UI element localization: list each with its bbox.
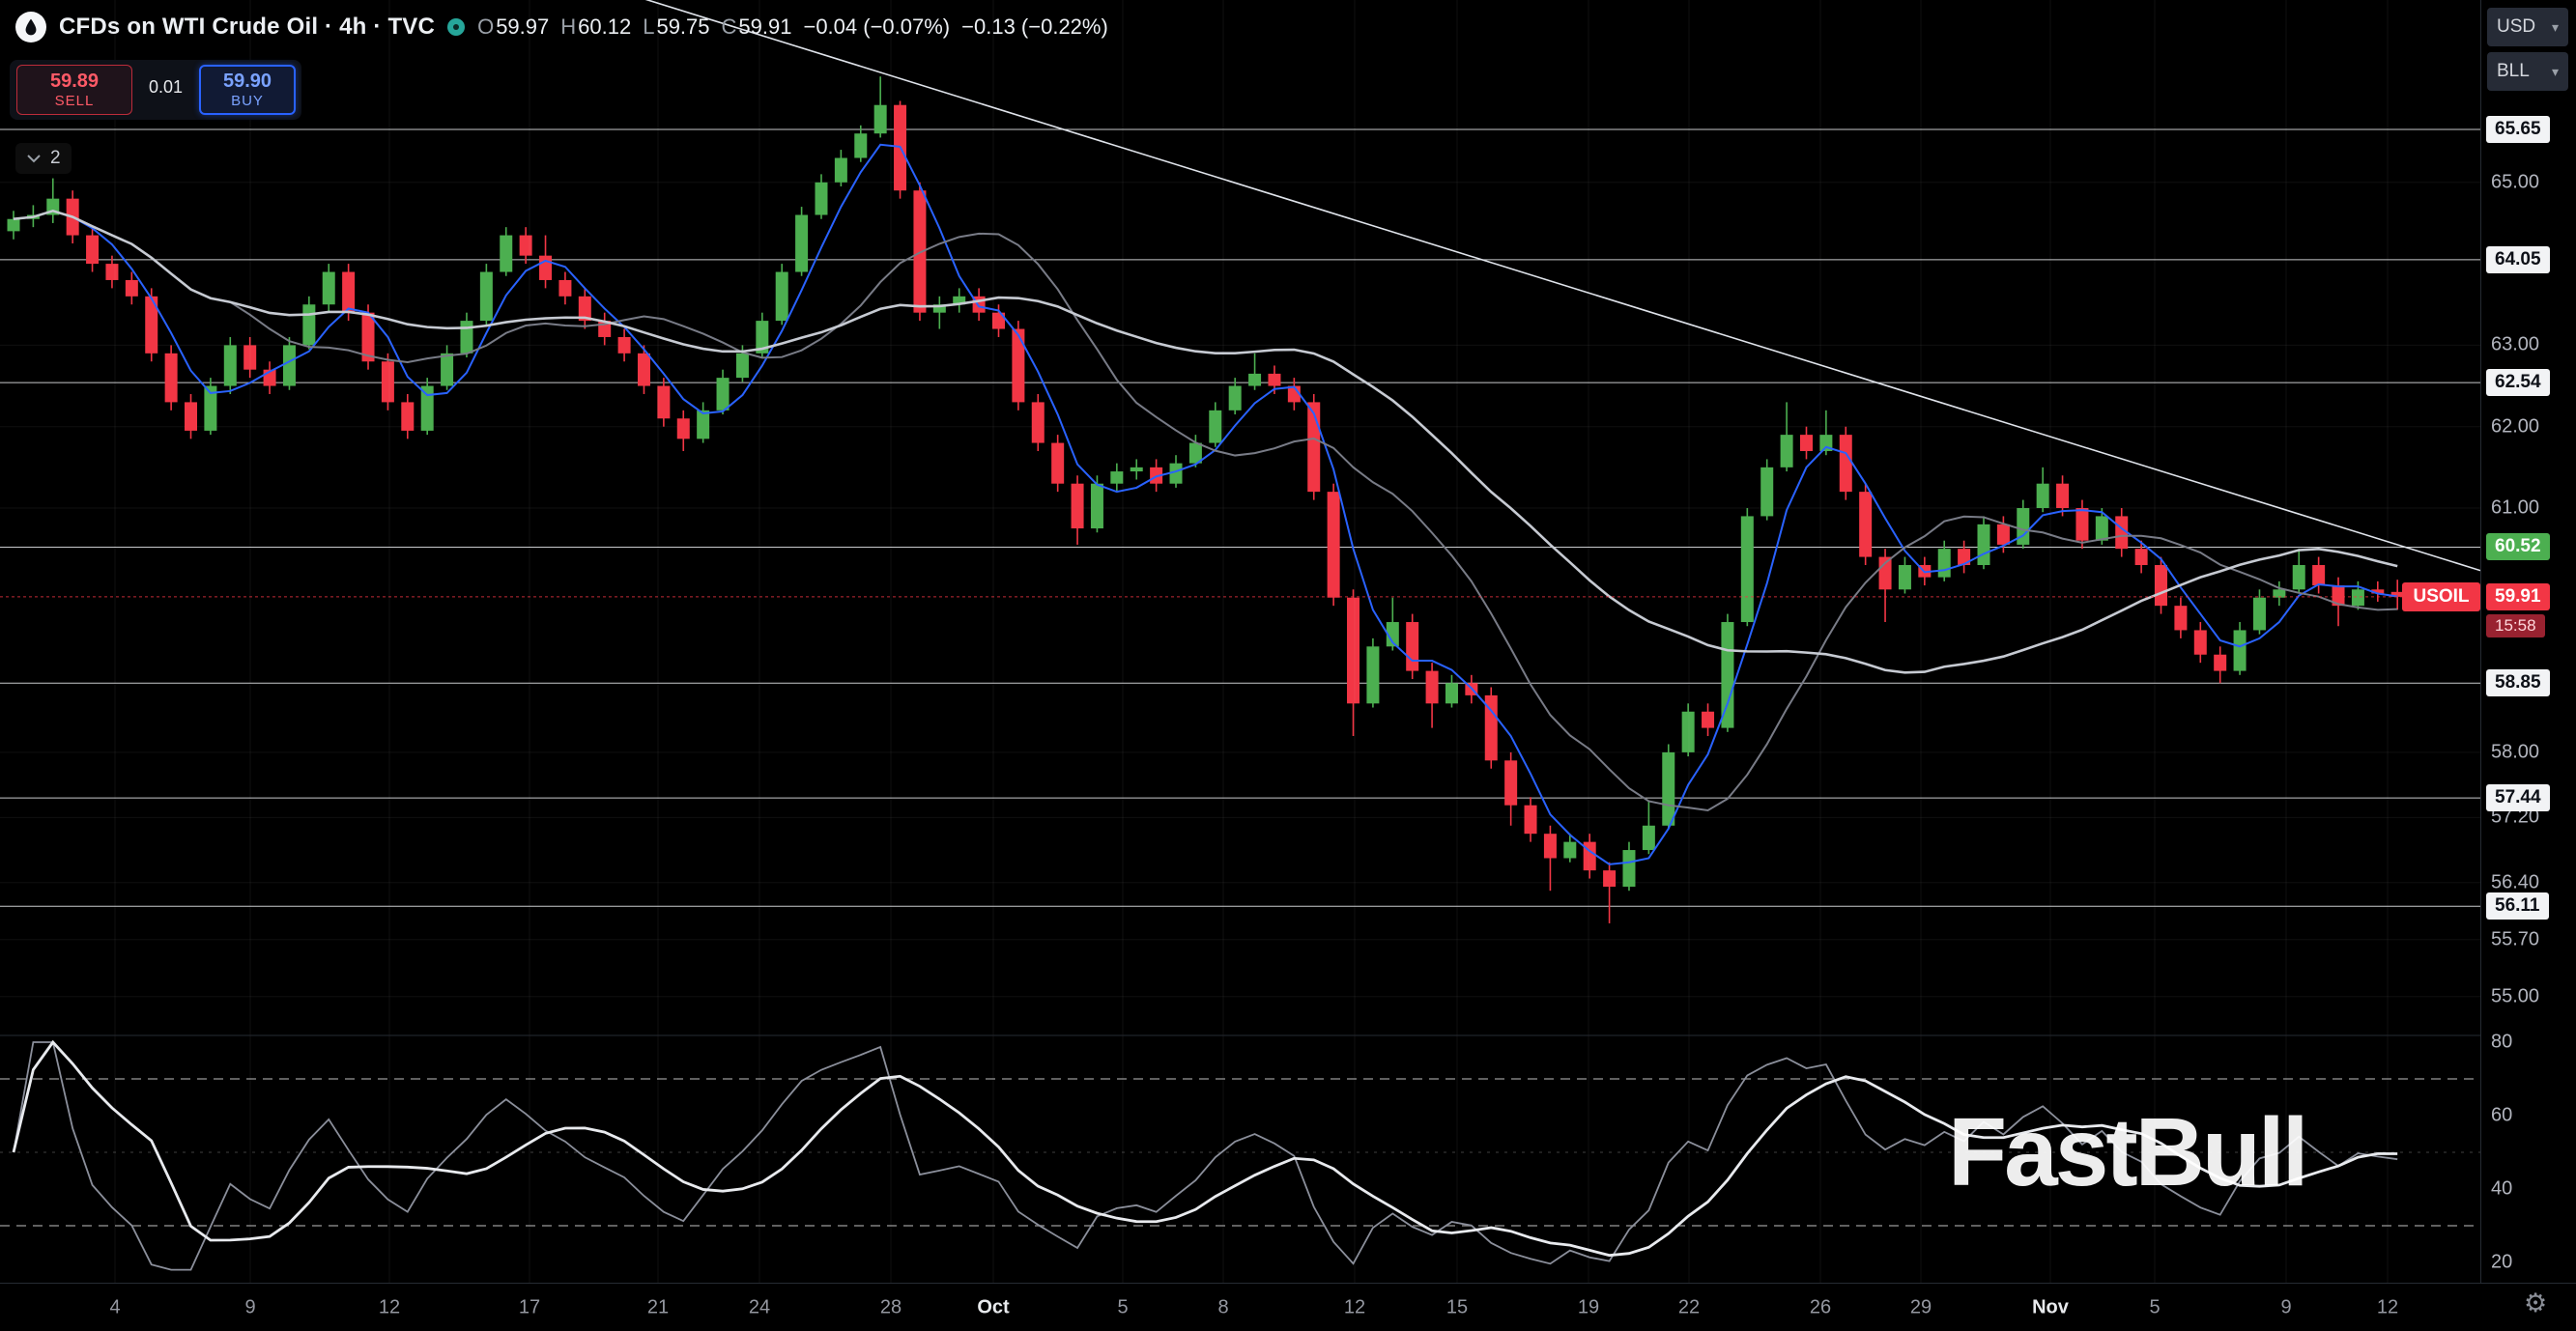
chevron-down-icon: ▾ <box>2551 64 2559 79</box>
buy-label: BUY <box>231 93 264 109</box>
low-value: L59.75 <box>643 14 710 39</box>
time-axis-label: 24 <box>748 1296 771 1318</box>
sell-button[interactable]: 59.89 SELL <box>16 65 132 115</box>
price-axis-label: 65.00 <box>2491 171 2540 193</box>
unit-select-value: BLL <box>2497 61 2530 81</box>
price-level-label: 65.65 <box>2486 116 2550 143</box>
high-value: H60.12 <box>560 14 632 39</box>
currency-select[interactable]: USD ▾ <box>2487 8 2568 46</box>
time-axis-label: 17 <box>518 1296 541 1318</box>
symbol-header: CFDs on WTI Crude Oil · 4h · TVC O59.97 … <box>15 12 1108 42</box>
trade-widget: 59.89 SELL 0.01 59.90 BUY <box>10 60 301 120</box>
price-axis-label: 62.00 <box>2491 415 2540 438</box>
ohlc-values: O59.97 H60.12 L59.75 C59.91 −0.04 (−0.07… <box>477 14 1108 40</box>
time-axis-label: 22 <box>1677 1296 1701 1318</box>
time-axis-label: 8 <box>1217 1296 1229 1318</box>
time-axis-label: 12 <box>1343 1296 1366 1318</box>
time-axis-label: 4 <box>109 1296 121 1318</box>
time-axis-label: Oct <box>977 1296 1010 1318</box>
time-axis-label: 21 <box>646 1296 670 1318</box>
oscillator-axis-label: 40 <box>2491 1177 2513 1200</box>
price-axis-label: 55.00 <box>2491 985 2540 1007</box>
time-axis-label: 5 <box>1117 1296 1129 1318</box>
time-axis-label: 15 <box>1445 1296 1469 1318</box>
settings-gear-icon[interactable]: ⚙ <box>2524 1289 2548 1317</box>
chart-canvas[interactable] <box>0 0 2480 1283</box>
oscillator-axis-label: 80 <box>2491 1031 2513 1053</box>
price-level-label: 58.85 <box>2486 669 2550 697</box>
price-axis-label: 58.00 <box>2491 741 2540 763</box>
price-level-label: 56.11 <box>2486 892 2549 920</box>
chevron-down-icon <box>27 155 41 163</box>
close-value: C59.91 <box>721 14 792 39</box>
high-level-label: 60.52 <box>2486 533 2550 561</box>
sell-label: SELL <box>54 93 95 109</box>
panel-count: 2 <box>50 148 61 168</box>
price-axis-label: 61.00 <box>2491 496 2540 519</box>
price-axis[interactable]: 65.00 63.00 62.00 61.00 58.00 57.20 56.40 55.70… <box>2480 0 2576 1283</box>
time-axis-label: 28 <box>879 1296 902 1318</box>
time-axis-label: Nov <box>2032 1296 2069 1318</box>
price-axis-label: 57.20 <box>2491 806 2540 828</box>
open-value: O59.97 <box>477 14 550 39</box>
time-axis-label: 9 <box>244 1296 256 1318</box>
price-axis-label: 56.40 <box>2491 871 2540 893</box>
bar-countdown-label: 15:58 <box>2486 613 2545 637</box>
oscillator-axis-label: 20 <box>2491 1251 2513 1273</box>
change-value: −0.04 (−0.07%) <box>803 14 951 39</box>
time-axis-label: 26 <box>1809 1296 1832 1318</box>
price-axis-label: 55.70 <box>2491 928 2540 950</box>
time-axis-label: 9 <box>2280 1296 2292 1318</box>
panel-collapse-toggle[interactable]: 2 <box>15 143 72 174</box>
buy-button[interactable]: 59.90 BUY <box>199 65 296 115</box>
symbol-title[interactable]: CFDs on WTI Crude Oil · 4h · TVC <box>59 14 436 40</box>
change-cumulative-value: −0.13 (−0.22%) <box>961 14 1108 39</box>
last-price-label: 59.91 <box>2486 582 2550 610</box>
sell-price: 59.89 <box>49 71 100 92</box>
oscillator-axis-label: 60 <box>2491 1104 2513 1126</box>
buy-price: 59.90 <box>222 71 272 92</box>
market-status-icon[interactable] <box>447 18 466 36</box>
spread-value: 0.01 <box>148 77 184 97</box>
price-axis-label: 63.00 <box>2491 333 2540 355</box>
time-axis-label: 12 <box>378 1296 401 1318</box>
time-axis-label: 12 <box>2376 1296 2399 1318</box>
time-axis-label: 19 <box>1577 1296 1600 1318</box>
price-level-label: 64.05 <box>2486 245 2550 273</box>
price-level-label: 62.54 <box>2486 369 2550 397</box>
time-axis-label: 29 <box>1909 1296 1932 1318</box>
oil-drop-icon <box>15 12 46 42</box>
price-level-label: 57.44 <box>2486 784 2550 812</box>
time-axis-label: 5 <box>2149 1296 2161 1318</box>
symbol-price-tag: USOIL <box>2402 581 2480 611</box>
currency-select-value: USD <box>2497 16 2536 37</box>
chevron-down-icon: ▾ <box>2551 19 2559 35</box>
time-axis[interactable]: 4 9 12 17 21 24 28 Oct 5 8 12 15 19 22 26 29 Nov 5 9 12 <box>0 1283 2576 1331</box>
unit-select[interactable]: BLL ▾ <box>2487 52 2568 91</box>
